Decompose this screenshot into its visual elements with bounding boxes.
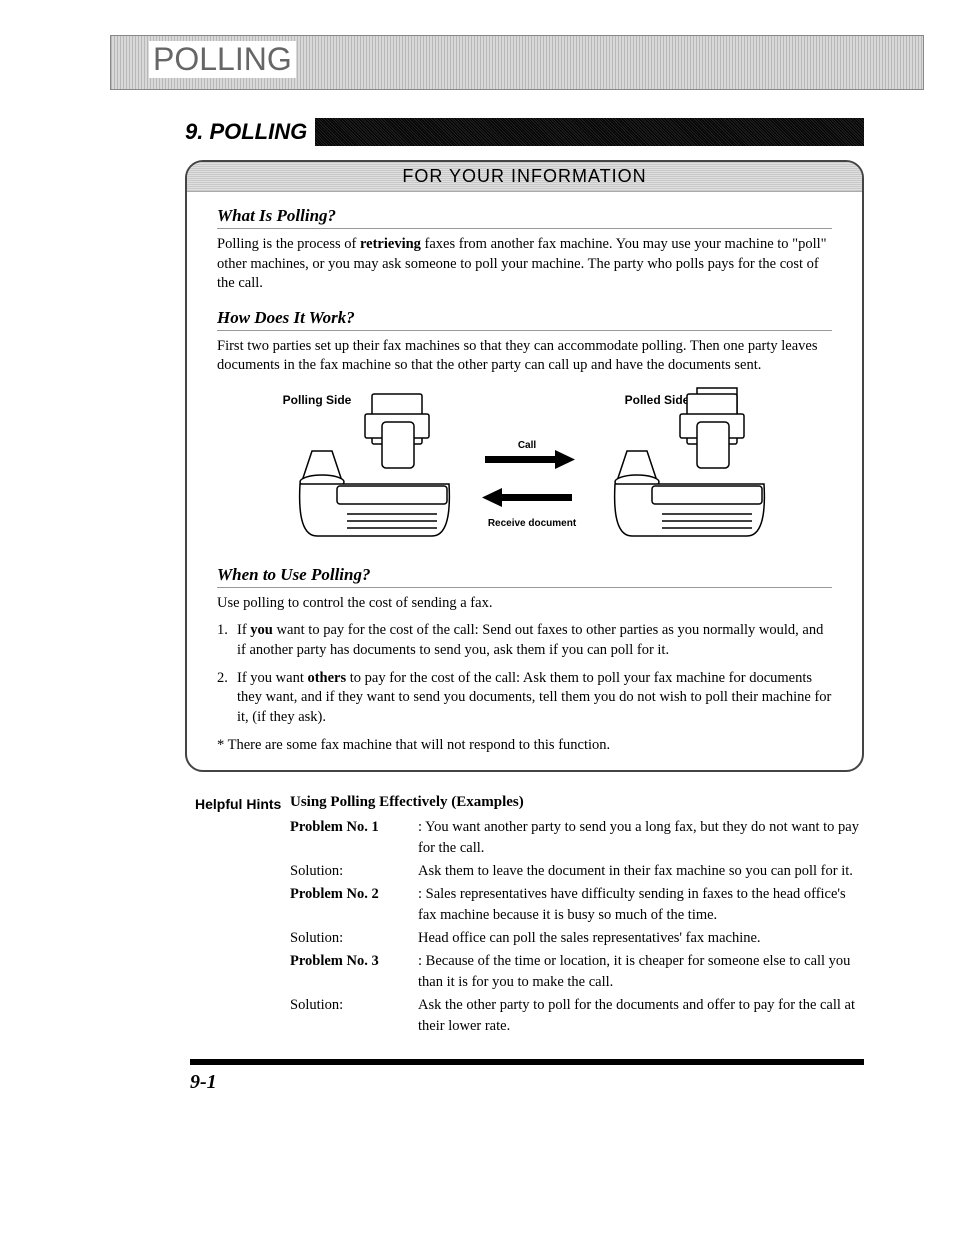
li-bold: others	[307, 670, 346, 686]
example-text: Ask the other party to poll for the docu…	[418, 995, 864, 1037]
example-text: Head office can poll the sales represent…	[418, 928, 864, 949]
para-what-bold: retrieving	[360, 236, 421, 252]
heading-how: How Does It Work?	[217, 308, 832, 331]
li-pre: If you want	[237, 670, 307, 686]
call-arrow-label: Call	[518, 440, 537, 451]
fax-diagram-svg: Polling Side Polled Side	[217, 386, 777, 546]
header-title: POLLING	[149, 41, 296, 78]
chapter-title: 9. POLLING	[185, 119, 307, 145]
example-row: Solution: Head office can poll the sales…	[290, 928, 864, 949]
info-box-banner: FOR YOUR INFORMATION	[187, 162, 862, 192]
list-body: If you want to pay for the cost of the c…	[237, 621, 832, 660]
fax-left-icon	[300, 394, 450, 536]
polled-side-label: Polled Side	[625, 393, 690, 407]
list-num: 1.	[217, 621, 237, 660]
example-row: Solution: Ask the other party to poll fo…	[290, 995, 864, 1037]
para-what: Polling is the process of retrieving fax…	[217, 235, 832, 294]
li-pre: If	[237, 622, 250, 638]
hints-section: Helpful Hints Using Polling Effectively …	[195, 794, 864, 1039]
example-label: Solution:	[290, 861, 418, 882]
hints-title: Using Polling Effectively (Examples)	[290, 794, 864, 811]
example-label: Solution:	[290, 928, 418, 949]
polling-side-label: Polling Side	[283, 393, 352, 407]
example-label-text: Problem No. 3	[290, 953, 379, 969]
example-row: Solution: Ask them to leave the document…	[290, 861, 864, 882]
chapter-row: 9. POLLING	[185, 118, 864, 146]
example-label: Problem No. 3	[290, 951, 418, 993]
example-label-text: Problem No. 2	[290, 886, 379, 902]
footer-rule	[190, 1059, 864, 1065]
hints-label: Helpful Hints	[195, 794, 290, 1039]
example-label: Problem No. 2	[290, 884, 418, 926]
main-content: 9. POLLING FOR YOUR INFORMATION What Is …	[185, 118, 864, 1039]
example-text: Ask them to leave the document in their …	[418, 861, 864, 882]
li-bold: you	[250, 622, 273, 638]
chapter-bar	[315, 118, 864, 146]
example-label-text: Problem No. 1	[290, 819, 379, 835]
example-text: : Because of the time or location, it is…	[418, 951, 864, 993]
receive-arrow-icon	[482, 488, 572, 507]
call-arrow-icon	[485, 450, 575, 469]
receive-arrow-label: Receive document	[488, 518, 577, 529]
example-row: Problem No. 3 : Because of the time or l…	[290, 951, 864, 993]
example-row: Problem No. 1 : You want another party t…	[290, 817, 864, 859]
hints-body: Using Polling Effectively (Examples) Pro…	[290, 794, 864, 1039]
footnote: * There are some fax machine that will n…	[217, 737, 832, 754]
fax-right-icon	[615, 388, 765, 536]
page-header: POLLING	[110, 35, 924, 90]
example-label: Solution:	[290, 995, 418, 1037]
heading-what: What Is Polling?	[217, 206, 832, 229]
li-post: want to pay for the cost of the call: Se…	[237, 622, 823, 658]
info-box: FOR YOUR INFORMATION What Is Polling? Po…	[185, 160, 864, 772]
list-body: If you want others to pay for the cost o…	[237, 669, 832, 728]
list-item: 1. If you want to pay for the cost of th…	[217, 621, 832, 660]
list-item: 2. If you want others to pay for the cos…	[217, 669, 832, 728]
para-how: First two parties set up their fax machi…	[217, 337, 832, 376]
list-num: 2.	[217, 669, 237, 728]
para-what-p1: Polling is the process of	[217, 236, 360, 252]
heading-when: When to Use Polling?	[217, 565, 832, 588]
fax-diagram: Polling Side Polled Side	[217, 386, 832, 551]
example-text: : Sales representatives have difficulty …	[418, 884, 864, 926]
example-label: Problem No. 1	[290, 817, 418, 859]
example-text: : You want another party to send you a l…	[418, 817, 864, 859]
para-when: Use polling to control the cost of sendi…	[217, 594, 832, 614]
example-row: Problem No. 2 : Sales representatives ha…	[290, 884, 864, 926]
page-number: 9-1	[190, 1071, 954, 1094]
